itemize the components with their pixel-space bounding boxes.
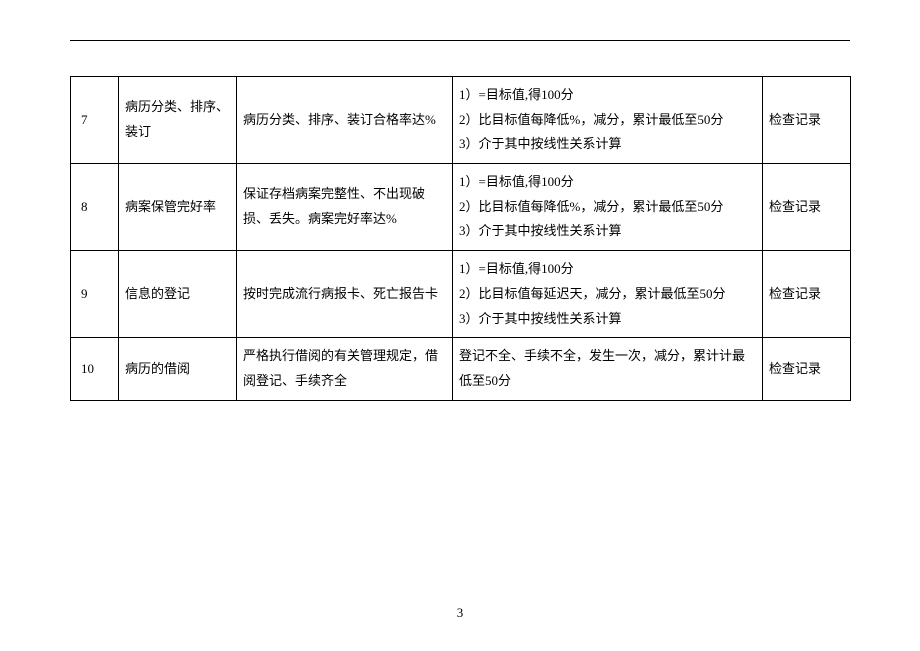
cell-name: 病历的借阅 bbox=[119, 338, 237, 400]
cell-score: 登记不全、手续不全，发生一次，减分，累计计最低至50分 bbox=[453, 338, 763, 400]
cell-score: 1）=目标值,得100分2）比目标值每延迟天，减分，累计最低至50分3）介于其中… bbox=[453, 251, 763, 338]
cell-num: 7 bbox=[71, 77, 119, 164]
cell-num: 10 bbox=[71, 338, 119, 400]
table-row: 7 病历分类、排序、装订 病历分类、排序、装订合格率达% 1）=目标值,得100… bbox=[71, 77, 851, 164]
cell-check: 检查记录 bbox=[763, 251, 851, 338]
cell-name: 病案保管完好率 bbox=[119, 164, 237, 251]
evaluation-table: 7 病历分类、排序、装订 病历分类、排序、装订合格率达% 1）=目标值,得100… bbox=[70, 76, 851, 401]
cell-name: 信息的登记 bbox=[119, 251, 237, 338]
cell-num: 9 bbox=[71, 251, 119, 338]
cell-desc: 病历分类、排序、装订合格率达% bbox=[237, 77, 453, 164]
top-divider bbox=[70, 40, 850, 41]
cell-check: 检查记录 bbox=[763, 164, 851, 251]
cell-score: 1）=目标值,得100分2）比目标值每降低%，减分，累计最低至50分3）介于其中… bbox=[453, 164, 763, 251]
table-row: 8 病案保管完好率 保证存档病案完整性、不出现破损、丢失。病案完好率达% 1）=… bbox=[71, 164, 851, 251]
cell-check: 检查记录 bbox=[763, 77, 851, 164]
page-container: 7 病历分类、排序、装订 病历分类、排序、装订合格率达% 1）=目标值,得100… bbox=[0, 0, 920, 401]
cell-desc: 保证存档病案完整性、不出现破损、丢失。病案完好率达% bbox=[237, 164, 453, 251]
cell-check: 检查记录 bbox=[763, 338, 851, 400]
page-number: 3 bbox=[0, 605, 920, 621]
cell-desc: 按时完成流行病报卡、死亡报告卡 bbox=[237, 251, 453, 338]
cell-score: 1）=目标值,得100分2）比目标值每降低%，减分，累计最低至50分3）介于其中… bbox=[453, 77, 763, 164]
cell-desc: 严格执行借阅的有关管理规定，借阅登记、手续齐全 bbox=[237, 338, 453, 400]
cell-num: 8 bbox=[71, 164, 119, 251]
cell-name: 病历分类、排序、装订 bbox=[119, 77, 237, 164]
table-row: 10 病历的借阅 严格执行借阅的有关管理规定，借阅登记、手续齐全 登记不全、手续… bbox=[71, 338, 851, 400]
table-body: 7 病历分类、排序、装订 病历分类、排序、装订合格率达% 1）=目标值,得100… bbox=[71, 77, 851, 401]
table-row: 9 信息的登记 按时完成流行病报卡、死亡报告卡 1）=目标值,得100分2）比目… bbox=[71, 251, 851, 338]
